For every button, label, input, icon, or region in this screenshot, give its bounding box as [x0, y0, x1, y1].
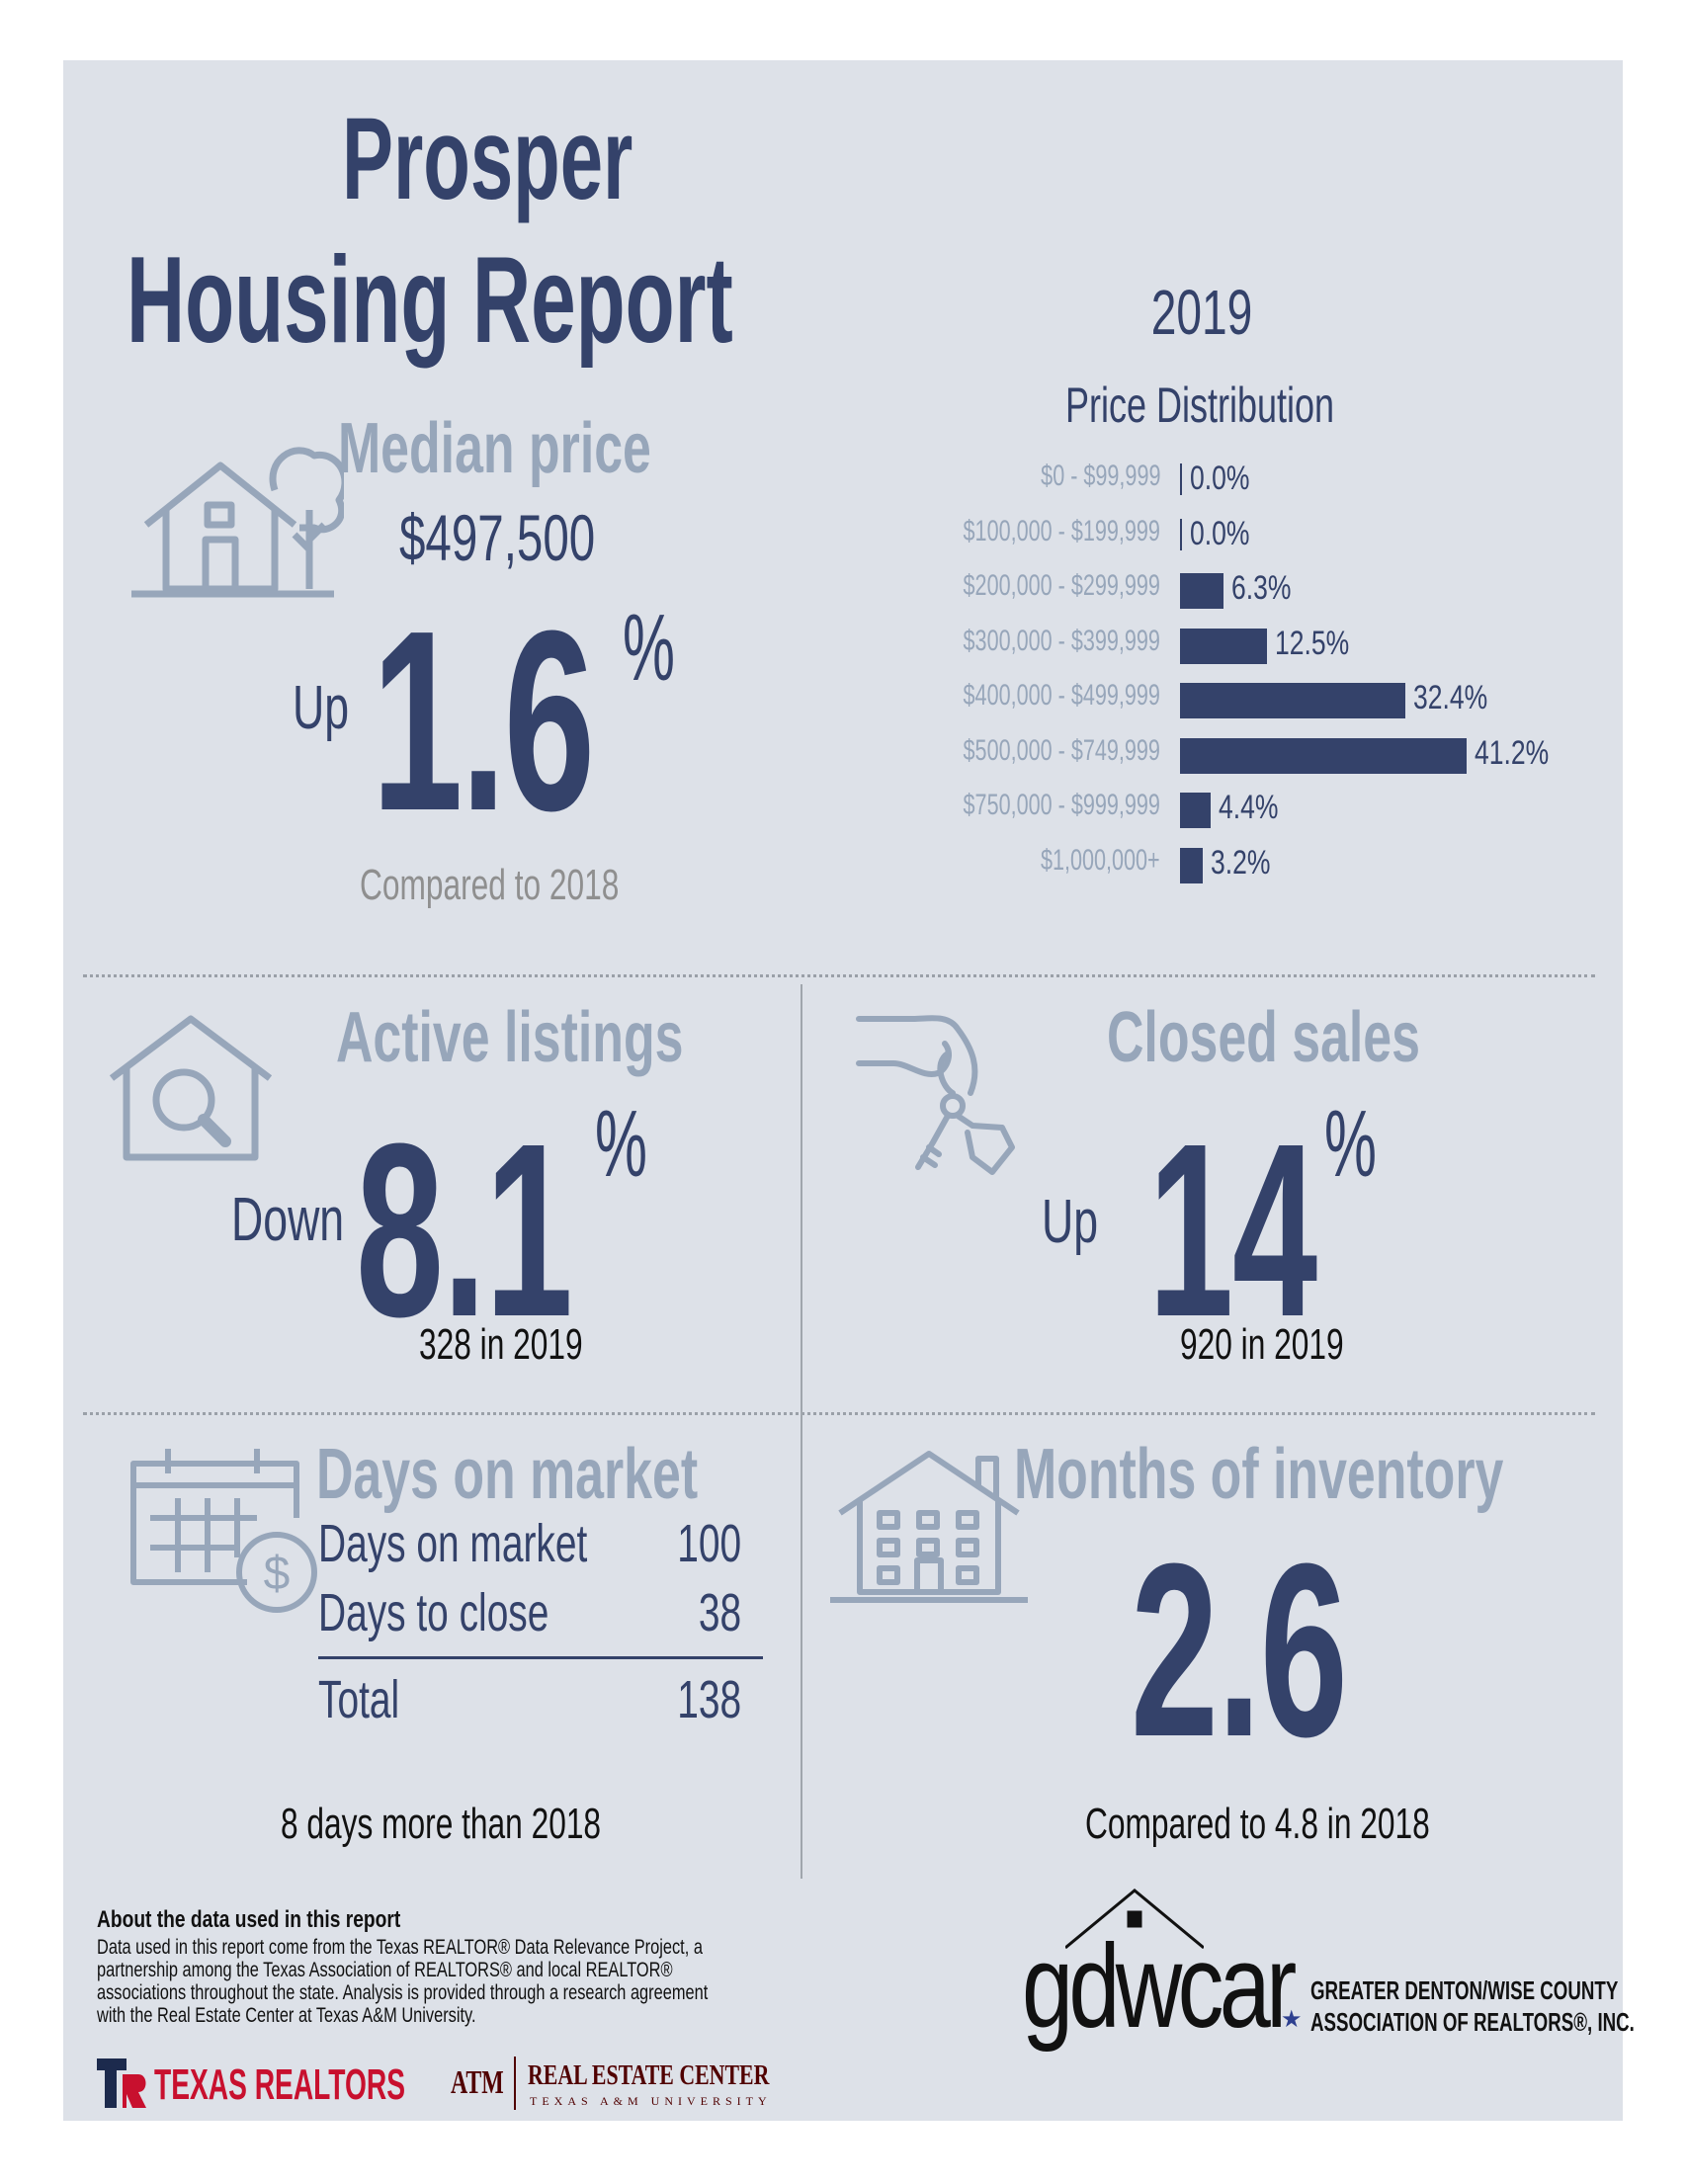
dom-table: Days on market 100 Days to close 38 Tota…: [318, 1513, 763, 1790]
texas-realtors-logo: TEXAS REALTORS: [97, 2057, 433, 2112]
distribution-value: 32.4%: [1413, 679, 1488, 716]
distribution-value: 4.4%: [1218, 789, 1279, 826]
dom-row-days-to-close: Days to close 38: [318, 1582, 763, 1642]
title-line-2: Housing Report: [127, 232, 733, 369]
distribution-value: 3.2%: [1210, 843, 1270, 882]
median-footnote: Compared to 2018: [360, 861, 620, 909]
median-price: $497,500: [399, 501, 596, 574]
inventory-value: 2.6: [1131, 1512, 1348, 1788]
median-direction: Up: [293, 674, 350, 742]
distribution-bar: [1180, 683, 1406, 718]
closed-footnote: 920 in 2019: [1180, 1320, 1344, 1369]
divider-middle: [83, 1412, 1595, 1415]
dom-total-value: 138: [677, 1670, 741, 1729]
house-tree-icon: [127, 421, 349, 638]
dom-row-value: 38: [698, 1583, 741, 1642]
active-title: Active listings: [336, 998, 684, 1077]
report-year: 2019: [1150, 277, 1253, 348]
rec-line-1: REAL ESTATE CENTER: [528, 2060, 770, 2091]
gdwcar-star-icon: ★: [1281, 2006, 1303, 2033]
gdwcar-house-roof-icon: [1064, 1887, 1205, 1956]
distribution-bar: [1180, 847, 1203, 883]
dom-row-days-on-market: Days on market 100: [318, 1513, 763, 1573]
distribution-bar: [1180, 793, 1211, 828]
calendar-dollar-icon: $: [128, 1444, 326, 1617]
distribution-label: $0 - $99,999: [1040, 460, 1160, 492]
distribution-bar: [1180, 628, 1267, 664]
dom-total-rule: [318, 1656, 763, 1659]
median-unit: %: [623, 595, 675, 701]
distribution-label: $750,000 - $999,999: [963, 789, 1160, 821]
median-change: 1.6: [372, 578, 595, 865]
divider-vertical: [801, 984, 802, 1879]
report-panel: Prosper Housing Report 2019 Median price…: [63, 60, 1635, 2121]
distribution-bar: [1180, 463, 1182, 495]
rec-line-2: TEXAS A&M UNIVERSITY: [530, 2094, 772, 2108]
svg-text:$: $: [264, 1548, 291, 1600]
distribution-value: 0.0%: [1190, 460, 1250, 497]
title-line-1: Prosper: [342, 94, 633, 224]
dom-footnote: 8 days more than 2018: [281, 1800, 602, 1848]
atm-logo: ATM: [447, 2055, 506, 2114]
inventory-footnote: Compared to 4.8 in 2018: [1085, 1800, 1430, 1848]
divider-top: [83, 974, 1595, 977]
distribution-label: $500,000 - $749,999: [963, 733, 1160, 767]
distribution-label: $300,000 - $399,999: [963, 624, 1160, 657]
texas-realtors-text: TEXAS REALTORS: [154, 2060, 405, 2109]
atm-text: ATM: [451, 2064, 504, 2101]
closed-direction: Up: [1042, 1188, 1099, 1256]
distribution-value: 0.0%: [1190, 514, 1250, 552]
distribution-value: 41.2%: [1475, 733, 1550, 772]
dom-row-label: Days on market: [318, 1514, 588, 1573]
about-line: associations throughout the state. Analy…: [97, 1981, 709, 2004]
distribution-bar: [1180, 737, 1467, 774]
inventory-title: Months of inventory: [1014, 1435, 1504, 1514]
dom-row-value: 100: [677, 1514, 741, 1573]
assoc-line-1: GREATER DENTON/WISE COUNTY: [1310, 1975, 1619, 2005]
price-distribution-chart: $0 - $99,999 $100,000 - $199,999 $200,000 …: [557, 458, 1595, 902]
active-direction: Down: [231, 1186, 345, 1254]
distribution-bar: [1180, 573, 1224, 609]
active-footnote: 328 in 2019: [419, 1320, 583, 1369]
about-title: About the data used in this report: [97, 1906, 401, 1933]
assoc-line-2: ASSOCIATION OF REALTORS®, INC.: [1310, 2007, 1635, 2037]
house-search-icon: [107, 1009, 275, 1177]
gdwcar-wordmark: gdwcar: [1022, 1920, 1297, 2053]
distribution-label: $400,000 - $499,999: [963, 679, 1160, 712]
about-text: Data used in this report come from the T…: [97, 1936, 808, 2027]
closed-title: Closed sales: [1107, 998, 1420, 1077]
texas-realtors-mark-icon: [97, 2058, 146, 2108]
median-title: Median price: [338, 409, 651, 488]
dom-row-label: Days to close: [318, 1583, 549, 1642]
about-line: with the Real Estate Center at Texas A&M…: [97, 2004, 476, 2027]
about-line: Data used in this report come from the T…: [97, 1936, 703, 1959]
distribution-value: 6.3%: [1231, 569, 1292, 607]
about-line: partnership among the Texas Association …: [97, 1959, 673, 1981]
distribution-title: Price Distribution: [1064, 378, 1335, 433]
hand-key-icon: [854, 1009, 1032, 1197]
logo-divider: [514, 2057, 516, 2110]
distribution-label: $100,000 - $199,999: [963, 514, 1160, 547]
distribution-label: $200,000 - $299,999: [963, 569, 1160, 602]
dom-row-total: Total 138: [318, 1669, 763, 1729]
closed-change: 14: [1148, 1092, 1317, 1368]
distribution-label: $1,000,000+: [1041, 843, 1160, 877]
closed-unit: %: [1324, 1091, 1377, 1197]
active-unit: %: [595, 1091, 647, 1197]
dom-total-label: Total: [318, 1670, 400, 1729]
building-icon: [830, 1444, 1028, 1617]
distribution-bar: [1180, 518, 1182, 550]
dom-title: Days on market: [316, 1435, 699, 1514]
active-change: 8.1: [356, 1092, 573, 1368]
distribution-value: 12.5%: [1274, 624, 1350, 662]
